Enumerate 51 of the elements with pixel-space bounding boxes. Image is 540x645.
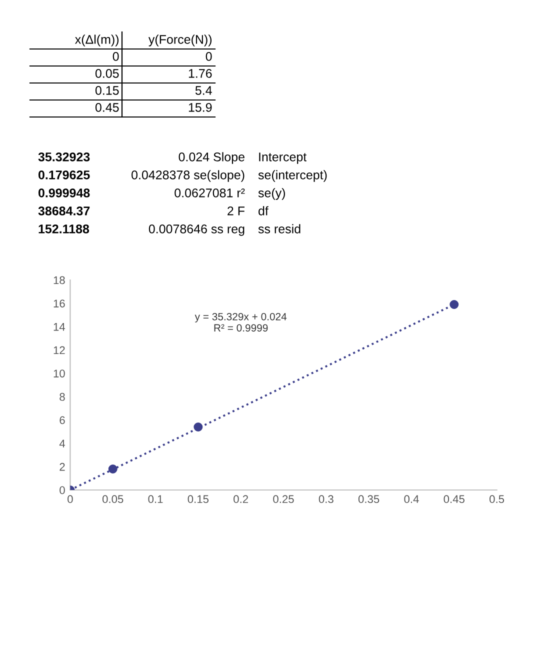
text: 0.05 — [95, 69, 119, 78]
text: se(intercept) — [258, 170, 327, 182]
annotation: R² = 0.9999 — [214, 324, 268, 332]
text: 0.0078646 ss reg — [148, 224, 244, 236]
text: 35.32923 — [38, 152, 90, 162]
x-tick-label: 0.35 — [358, 495, 380, 504]
y-tick-label: 12 — [54, 346, 65, 354]
y-tick-label: 2 — [60, 462, 65, 471]
x-tick-label: 0.2 — [234, 495, 248, 504]
text: 38684.37 — [38, 206, 90, 216]
y-tick-label: 18 — [54, 276, 65, 284]
annotation: y = 35.329x + 0.024 — [194, 312, 287, 322]
y-tick-label: 10 — [54, 370, 65, 378]
text: 0.15 — [95, 86, 119, 95]
x-tick-label: 0.4 — [404, 495, 419, 504]
x-tick-label: 0.1 — [148, 495, 163, 504]
text: 0.0627081 r² — [174, 188, 245, 198]
text: 0.179625 — [38, 170, 90, 180]
y-tick-label: 16 — [54, 300, 65, 308]
x-tick-label: 0.25 — [273, 495, 294, 504]
text: y(Force(N)) — [148, 34, 212, 46]
text: se(y) — [258, 188, 285, 200]
y-tick-label: 14 — [54, 323, 66, 331]
x-tick-label: 0 — [68, 495, 73, 504]
x-tick-label: 0.15 — [188, 495, 209, 504]
text: 0.999948 — [38, 188, 90, 198]
point — [194, 422, 203, 432]
point — [450, 300, 459, 309]
x-tick-label: 0.45 — [444, 495, 464, 504]
y-tick-label: 0 — [60, 486, 65, 494]
text: 152.1188 — [38, 224, 90, 234]
text: 0.0428378 se(slope) — [132, 170, 244, 182]
text: Intercept — [259, 152, 307, 164]
text: 0.45 — [95, 103, 119, 112]
x-tick-label: 0.5 — [490, 495, 504, 504]
text: x(Δl(m)) — [75, 34, 119, 46]
text: 5.4 — [195, 86, 212, 95]
x-tick-label: 0.05 — [102, 495, 124, 504]
text: df — [258, 206, 268, 216]
point — [108, 464, 118, 474]
text: 2 F — [228, 206, 244, 216]
x-tick-label: 0.3 — [318, 495, 334, 504]
y-tick-label: 6 — [60, 416, 65, 424]
text: 0 — [206, 52, 212, 61]
text: 0 — [112, 52, 119, 61]
text: 0.024 Slope — [178, 152, 244, 164]
text: 15.9 — [188, 103, 212, 112]
y-tick-label: 8 — [60, 392, 65, 401]
y-tick-label: 4 — [59, 440, 66, 448]
text: ss resid — [258, 224, 300, 234]
text: 1.76 — [188, 69, 212, 78]
